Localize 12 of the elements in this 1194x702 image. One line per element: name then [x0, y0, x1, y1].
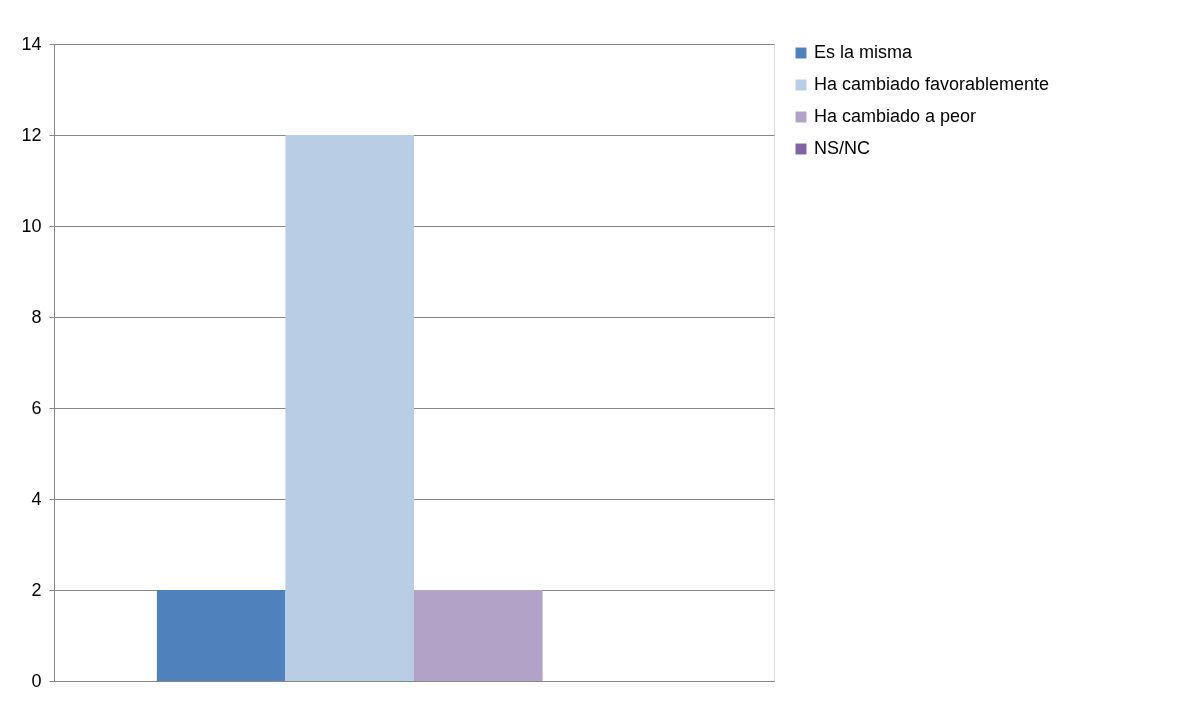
y-tick-label: 8: [31, 306, 42, 327]
y-tick-label: 12: [21, 124, 42, 145]
y-tick-label: 10: [21, 215, 42, 236]
legend-label: Ha cambiado favorablemente: [814, 74, 1050, 94]
y-tick-label: 4: [31, 488, 42, 509]
legend-label: Ha cambiado a peor: [814, 106, 977, 126]
y-tick-label: 2: [31, 579, 42, 600]
legend-label: Es la misma: [814, 42, 913, 62]
y-tick-label: 0: [31, 670, 42, 691]
y-tick-label: 6: [31, 397, 42, 418]
y-tick-label: 14: [21, 33, 42, 54]
legend-label: NS/NC: [814, 138, 871, 158]
